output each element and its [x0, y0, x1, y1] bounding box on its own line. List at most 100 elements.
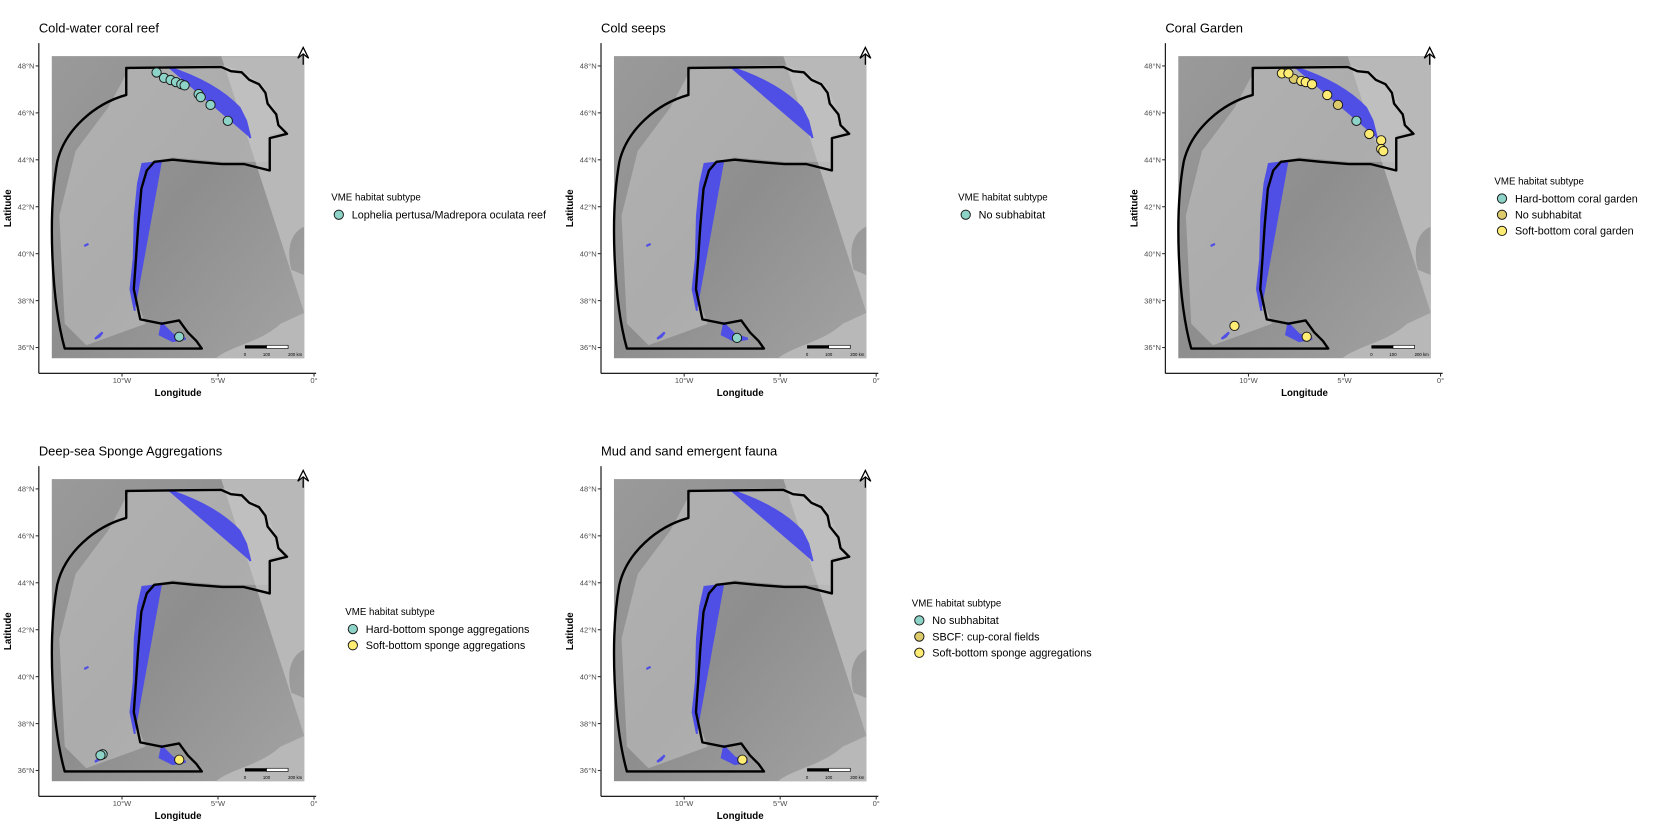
- x-axis-label: Longitude: [155, 811, 202, 822]
- data-point: [174, 331, 185, 342]
- y-tick-label: 48°N: [580, 485, 597, 494]
- y-tick-label: 42°N: [18, 202, 35, 211]
- legend-swatch: [914, 631, 925, 642]
- data-point: [731, 332, 743, 344]
- y-tick-label: 38°N: [18, 296, 35, 305]
- legend-label: Hard-bottom sponge aggregations: [366, 624, 530, 636]
- panel-title: Deep-sea Sponge Aggregations: [39, 443, 222, 458]
- legend-swatch: [914, 615, 925, 626]
- y-tick-label: 44°N: [1144, 155, 1161, 164]
- x-axis-label: Longitude: [717, 388, 764, 399]
- x-axis-label: Longitude: [155, 388, 202, 399]
- x-tick-label: 5°W: [1337, 376, 1352, 385]
- y-tick-label: 36°N: [580, 766, 597, 775]
- legend-swatch: [347, 623, 358, 635]
- data-point: [1332, 99, 1344, 111]
- y-tick-label: 40°N: [18, 672, 35, 681]
- panel-title: Cold seeps: [601, 20, 666, 35]
- y-tick-label: 40°N: [1144, 249, 1161, 258]
- legend-label: Hard-bottom coral garden: [1515, 193, 1638, 205]
- y-tick-label: 38°N: [18, 719, 35, 728]
- x-tick-label: 5°W: [773, 376, 788, 385]
- data-point: [95, 750, 106, 761]
- y-axis-label: Latitude: [3, 612, 14, 650]
- basemap: [599, 41, 880, 375]
- scalebar-label: 100: [825, 352, 833, 357]
- map-panel: Coral Garden Latitude Longitude 36°N 38°N 40°…: [1129, 20, 1444, 399]
- map-panel: Mud and sand emergent fauna Latitude Longi…: [565, 443, 880, 822]
- data-point: [174, 754, 185, 765]
- scalebar-label: 0: [806, 775, 809, 780]
- x-axis-label: Longitude: [717, 811, 764, 822]
- y-tick-label: 36°N: [18, 343, 35, 352]
- scalebar-label: 100: [263, 775, 271, 780]
- x-tick-label: 10°W: [675, 799, 694, 808]
- panel-title: Mud and sand emergent fauna: [601, 443, 778, 458]
- legend-label: No subhabitat: [1515, 210, 1582, 222]
- legend-title: VME habitat subtype: [958, 193, 1048, 204]
- x-axis-label: Longitude: [1281, 388, 1328, 399]
- data-point: [1378, 145, 1389, 157]
- legend-label: Lophelia pertusa/Madrepora oculata reef: [352, 210, 547, 222]
- data-point: [1351, 115, 1362, 126]
- y-tick-label: 40°N: [580, 672, 597, 681]
- scalebar-label: 0: [244, 775, 247, 780]
- data-point: [1283, 68, 1294, 79]
- scalebar-label: 0: [244, 352, 247, 357]
- panel-title: Coral Garden: [1165, 20, 1243, 35]
- basemap: [599, 464, 880, 798]
- y-tick-label: 36°N: [580, 343, 597, 352]
- legend-swatch: [347, 640, 358, 651]
- legend-swatch: [1496, 193, 1508, 204]
- data-point: [1376, 135, 1387, 146]
- legend-label: No subhabitat: [979, 210, 1046, 222]
- y-tick-label: 48°N: [1144, 62, 1161, 71]
- scalebar-label: 100: [263, 352, 271, 357]
- legend-label: Soft-bottom sponge aggregations: [932, 648, 1091, 660]
- y-tick-label: 46°N: [18, 109, 35, 118]
- basemap: [37, 41, 318, 375]
- basemap: [1164, 41, 1444, 375]
- y-tick-label: 42°N: [18, 625, 35, 634]
- data-point: [1364, 128, 1375, 140]
- scalebar-label: 0: [1370, 352, 1373, 357]
- y-tick-label: 38°N: [1144, 296, 1161, 305]
- legend-label: No subhabitat: [932, 615, 999, 627]
- y-tick-label: 46°N: [1144, 109, 1161, 118]
- legend-title: VME habitat subtype: [345, 607, 435, 618]
- data-point: [1322, 89, 1333, 101]
- y-axis-label: Latitude: [565, 612, 576, 650]
- x-tick-label: 0°: [310, 799, 317, 808]
- y-tick-label: 44°N: [580, 155, 597, 164]
- x-tick-label: 0°: [1437, 376, 1444, 385]
- legend-label: SBCF: cup-coral fields: [932, 631, 1039, 643]
- legend-label: Soft-bottom coral garden: [1515, 226, 1634, 238]
- legend-swatch: [960, 209, 971, 220]
- y-axis-label: Latitude: [1129, 189, 1140, 227]
- y-tick-label: 36°N: [18, 766, 35, 775]
- y-tick-label: 40°N: [18, 249, 35, 258]
- y-tick-label: 36°N: [1144, 343, 1161, 352]
- x-tick-label: 10°W: [1239, 376, 1258, 385]
- legend-label: Soft-bottom sponge aggregations: [366, 640, 525, 652]
- data-point: [179, 80, 190, 91]
- y-tick-label: 44°N: [18, 155, 35, 164]
- legend-title: VME habitat subtype: [912, 598, 1002, 609]
- scalebar-label: 200 km: [1415, 352, 1430, 357]
- scalebar-label: 100: [825, 775, 833, 780]
- scalebar-label: 0: [806, 352, 809, 357]
- data-point: [1301, 331, 1312, 342]
- x-tick-label: 0°: [310, 376, 317, 385]
- legend-swatch: [914, 647, 925, 658]
- x-tick-label: 10°W: [675, 376, 694, 385]
- y-tick-label: 46°N: [18, 532, 35, 541]
- x-tick-label: 10°W: [113, 376, 132, 385]
- data-point: [205, 99, 216, 111]
- x-tick-label: 0°: [873, 376, 880, 385]
- scalebar-label: 200 km: [288, 775, 303, 780]
- y-tick-label: 42°N: [1144, 202, 1161, 211]
- scalebar-label: 200 km: [288, 352, 303, 357]
- y-tick-label: 38°N: [580, 719, 597, 728]
- y-tick-label: 42°N: [580, 202, 597, 211]
